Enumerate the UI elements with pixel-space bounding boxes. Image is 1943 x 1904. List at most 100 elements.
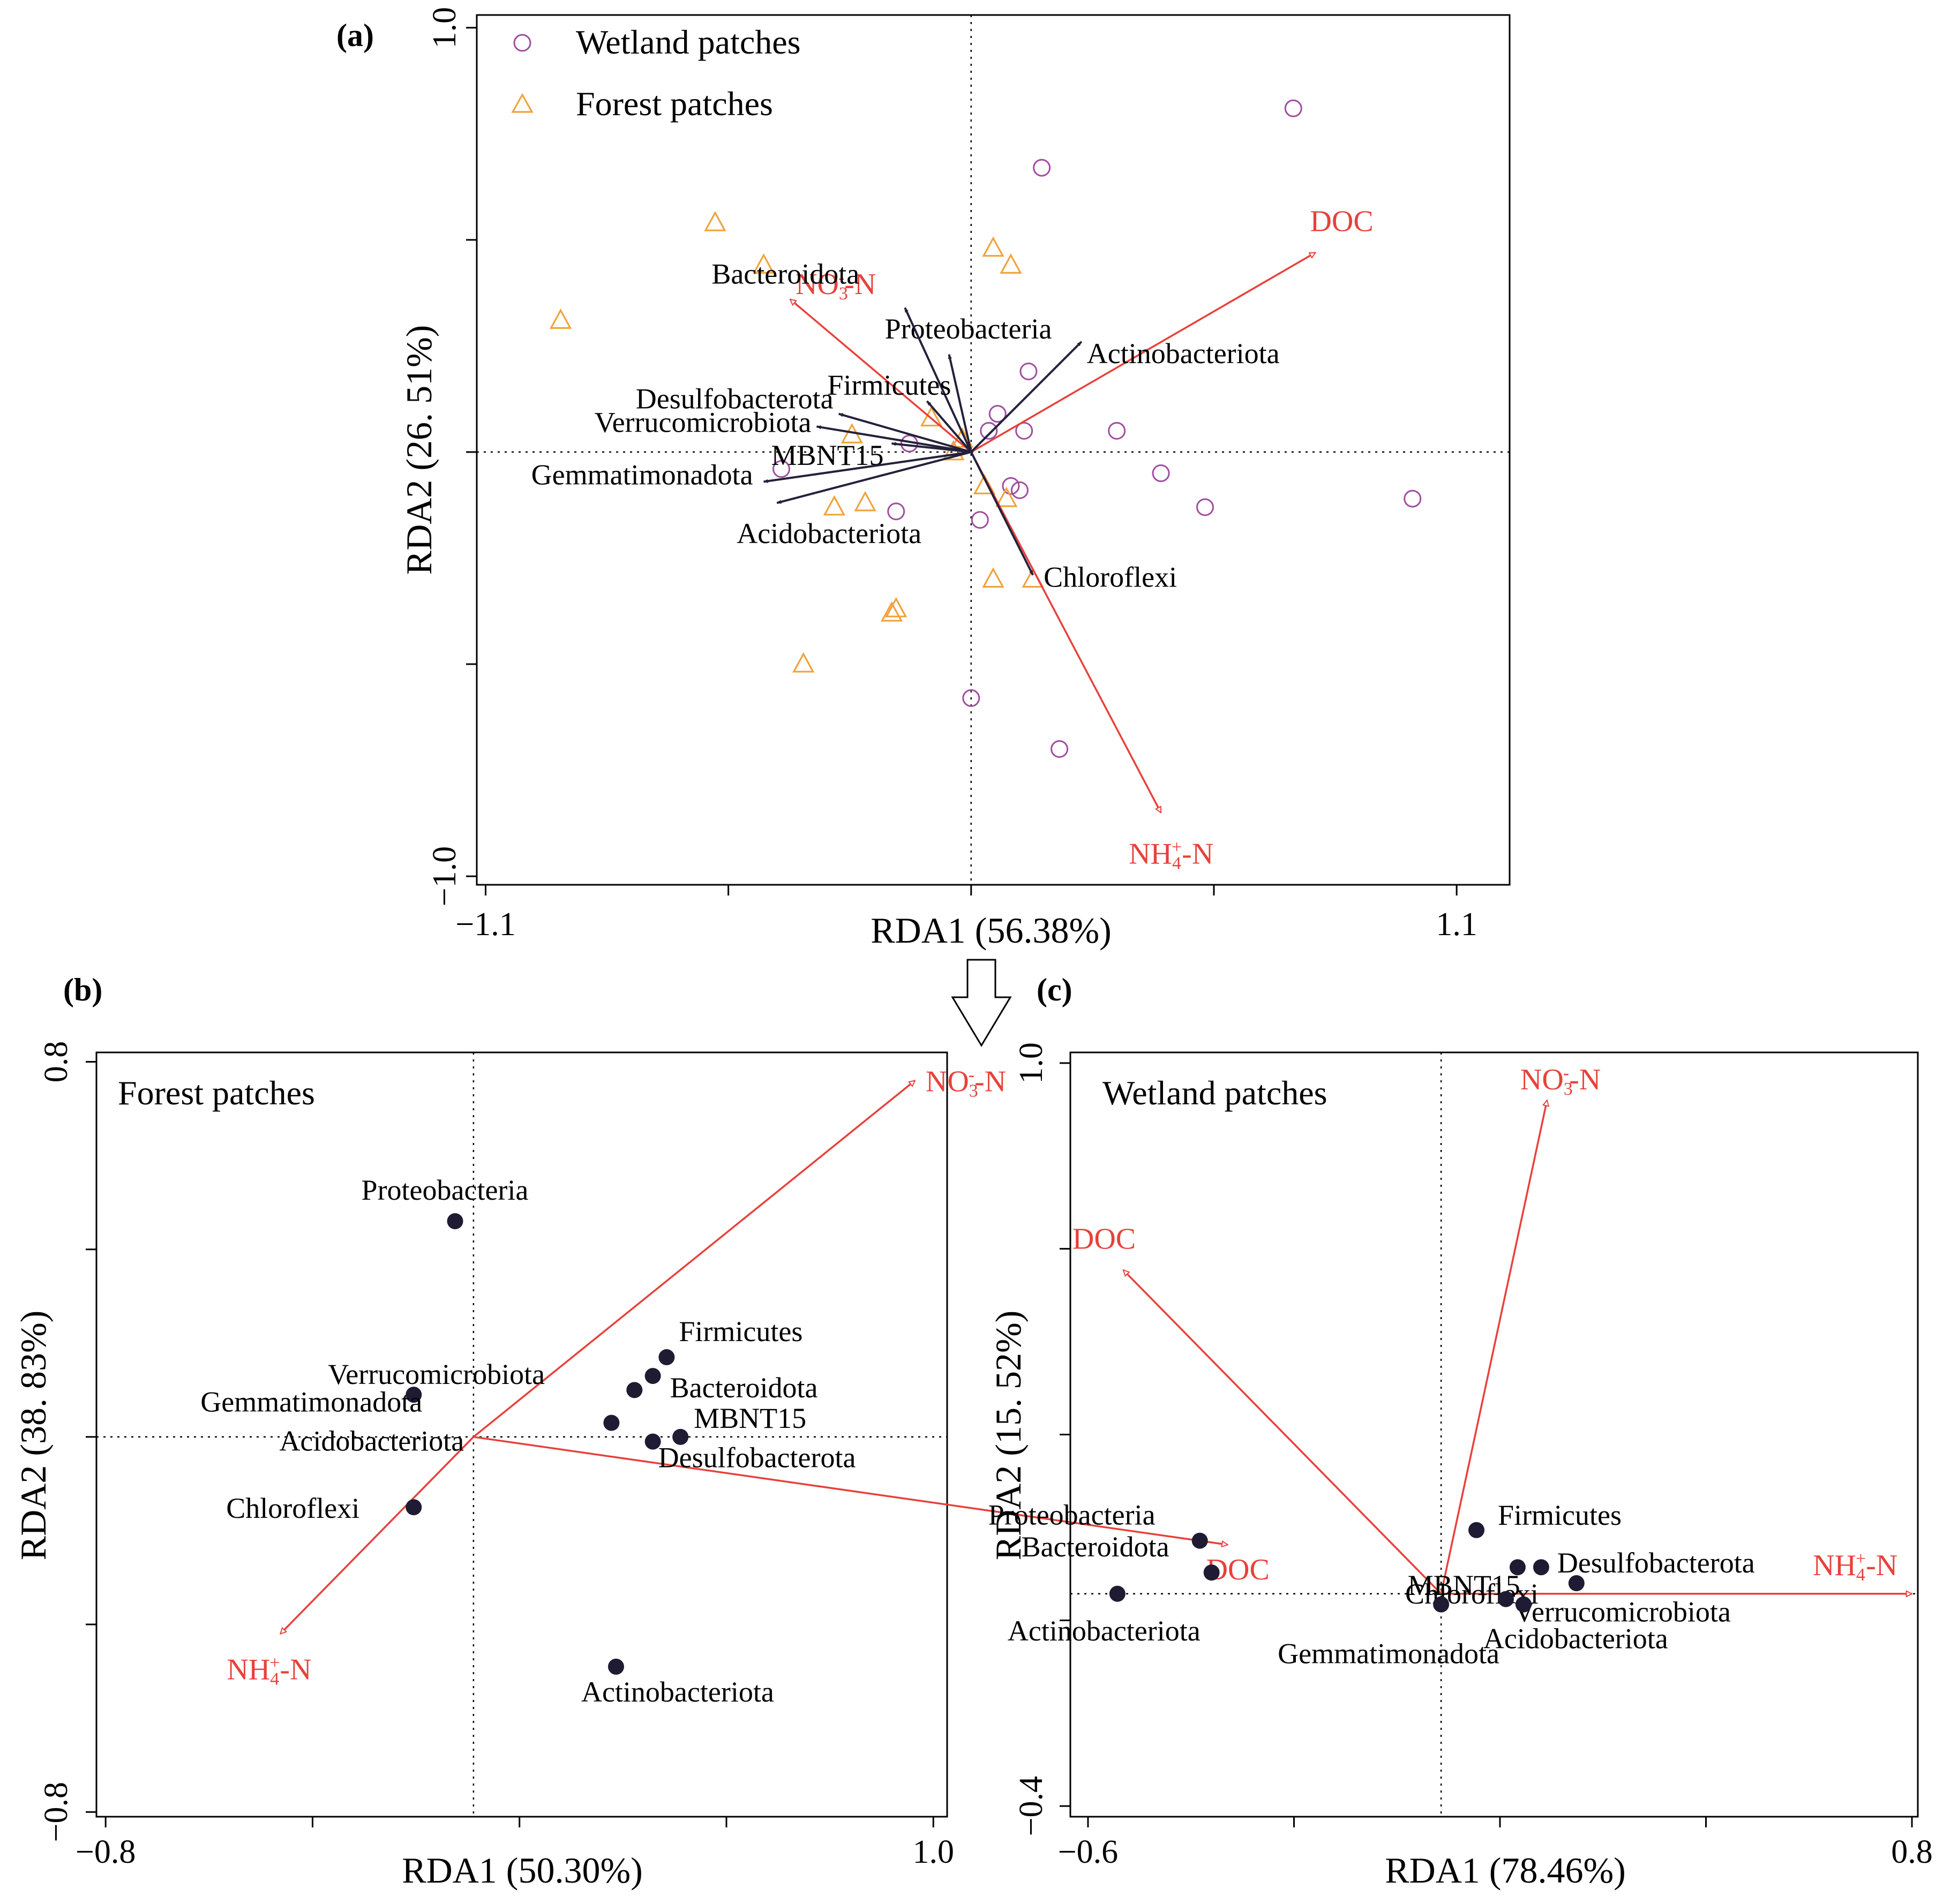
species-label: Firmicutes (679, 1315, 802, 1348)
species-arrow (776, 451, 972, 504)
species-label: MBNT15 (694, 1402, 806, 1434)
species-arrow (926, 400, 972, 453)
species-arrow-label: Acidobacteriota (737, 517, 921, 550)
env-arrow-label: NO3--N (1520, 1063, 1601, 1099)
env-arrow-label: NO3--N (926, 1065, 1006, 1101)
species-label: Desulfobacterota (658, 1442, 856, 1474)
species-point (447, 1213, 463, 1230)
species-point (658, 1349, 675, 1366)
species-label: Firmicutes (1498, 1499, 1622, 1531)
species-point (1533, 1559, 1549, 1576)
species-point (1109, 1585, 1126, 1602)
forest-site-point (854, 491, 876, 511)
plot-frame (95, 1051, 948, 1818)
x-tick-label: −0.8 (76, 1834, 136, 1870)
y-tick-label: −1.0 (426, 846, 463, 906)
panel-label: (b) (63, 972, 102, 1007)
env-arrow (1440, 1100, 1547, 1594)
wetland-site-point (887, 502, 905, 521)
species-label: Acidobacteriota (1483, 1623, 1668, 1655)
legend-triangle-marker (511, 93, 534, 113)
species-point (607, 1658, 624, 1675)
forest-site-point (880, 601, 903, 622)
forest-site-point (823, 495, 846, 516)
species-label: Proteobacteria (362, 1174, 529, 1206)
plot-frame (1069, 1051, 1919, 1818)
species-arrow-label: Proteobacteria (885, 313, 1052, 345)
species-point (406, 1387, 422, 1403)
wetland-site-point (1284, 99, 1302, 117)
panel-b: −0.8 1.0 −0.8 0.8 RDA1 (50.30%) RDA2 (38. 83%… (13, 972, 1270, 1891)
species-point (626, 1382, 643, 1398)
species-label: Gemmatimonadota (200, 1386, 422, 1418)
species-point (406, 1499, 422, 1516)
species-point (1515, 1596, 1532, 1613)
y-axis-label: RDA2 (38. 83%) (13, 1311, 54, 1561)
env-arrow-label: NH4+-N (227, 1653, 311, 1689)
env-arrow (970, 451, 1162, 812)
species-point (1468, 1522, 1485, 1538)
y-tick-label: 0.8 (38, 1041, 74, 1083)
species-point (1191, 1532, 1208, 1549)
env-arrow-label: NH4+-N (1813, 1549, 1897, 1585)
legend-entry: Forest patches (576, 85, 773, 123)
species-arrow (838, 412, 972, 453)
wetland-site-point (1015, 422, 1033, 440)
y-tick-label: 1.0 (426, 7, 463, 49)
species-label: Chloroflexi (226, 1492, 359, 1524)
wetland-site-point (772, 460, 791, 478)
species-arrow (904, 307, 972, 453)
species-arrow (763, 450, 972, 483)
wetland-site-point (1196, 498, 1214, 516)
wetland-site-point (988, 405, 1007, 423)
species-point (603, 1414, 620, 1431)
env-arrow (472, 1081, 915, 1438)
wetland-site-point (1152, 464, 1170, 483)
x-axis-label: RDA1 (56.38%) (871, 910, 1112, 951)
forest-site-point (549, 308, 572, 329)
species-arrow-label: Actinobacteriota (1087, 337, 1280, 370)
wetland-site-point (1002, 477, 1020, 495)
x-tick-label: 1.1 (1436, 906, 1477, 943)
env-arrow (280, 1436, 475, 1634)
species-label: Gemmatimonadota (1278, 1638, 1499, 1670)
plot-frame (476, 14, 1511, 886)
species-arrow (970, 341, 1083, 453)
env-arrow (1123, 1270, 1442, 1595)
panel-a: −1.1 1.1 −1.0 1.0 RDA1 (56.38%) RDA2 (26. 51%… (336, 7, 1511, 951)
forest-site-point (704, 210, 726, 231)
wetland-site-point (1019, 362, 1038, 380)
forest-site-point (982, 236, 1004, 257)
species-label: Desulfobacterota (1557, 1547, 1755, 1579)
wetland-site-point (1404, 490, 1422, 508)
species-point (1568, 1575, 1585, 1591)
env-arrow (790, 299, 972, 453)
wetland-site-point (1033, 159, 1051, 177)
forest-site-point (1000, 253, 1022, 274)
env-arrow-label: DOC (1072, 1222, 1136, 1255)
wetland-site-point (980, 422, 998, 440)
species-arrow (948, 353, 972, 453)
species-point (672, 1428, 689, 1445)
y-axis-label: RDA2 (26. 51%) (399, 325, 439, 575)
species-arrow (891, 442, 972, 453)
panel-label: (a) (336, 18, 374, 53)
legend-entry: Wetland patches (576, 23, 801, 61)
env-arrow-label: NH4+-N (1129, 837, 1213, 873)
wetland-site-point (962, 689, 980, 707)
species-arrow-label: Verrucomicrobiota (595, 406, 812, 438)
x-tick-label: −1.1 (455, 906, 515, 943)
wetland-site-point (971, 511, 989, 529)
wetland-site-point (1051, 740, 1069, 758)
env-arrow (473, 1436, 1228, 1545)
x-tick-label: −0.6 (1058, 1834, 1118, 1870)
wetland-site-point (1108, 422, 1126, 440)
species-arrow (816, 425, 972, 453)
species-label: Bacteroidota (1022, 1531, 1169, 1563)
y-tick-label: 1.0 (1013, 1042, 1049, 1084)
species-point (644, 1368, 661, 1384)
species-point (644, 1433, 661, 1450)
forest-site-point (752, 253, 775, 274)
species-arrow-label: Chloroflexi (1044, 561, 1177, 593)
